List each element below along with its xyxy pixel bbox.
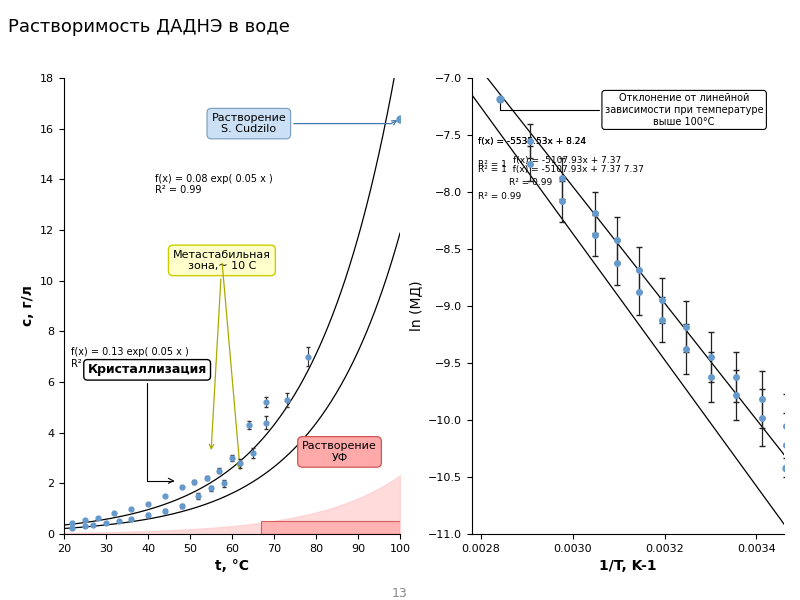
Text: f(x) = -5107.93x + 7.37: f(x) = -5107.93x + 7.37 <box>513 155 621 164</box>
X-axis label: t, °C: t, °C <box>215 559 249 573</box>
Text: Метастабильная
зона,~ 10 С: Метастабильная зона,~ 10 С <box>173 250 271 449</box>
X-axis label: 1/T, K-1: 1/T, K-1 <box>599 559 657 573</box>
Text: f(x) = -5535.53x + 8.24: f(x) = -5535.53x + 8.24 <box>478 137 586 146</box>
Text: R² = 1: R² = 1 <box>478 160 507 169</box>
Text: 13: 13 <box>392 587 408 600</box>
Text: f(x) = -5535.53x + 8.24: f(x) = -5535.53x + 8.24 <box>478 137 586 146</box>
Text: R² = 0.99: R² = 0.99 <box>510 178 553 187</box>
Text: Растворение
УФ: Растворение УФ <box>302 441 377 463</box>
Text: Отклонение от линейной
зависимости при температуре
ниже 30°С: Отклонение от линейной зависимости при т… <box>0 599 1 600</box>
Polygon shape <box>262 521 400 534</box>
Text: R² = 1  f(x) = -5107.93x + 7.37 7.37: R² = 1 f(x) = -5107.93x + 7.37 7.37 <box>478 164 644 173</box>
Text: f(x) = 0.13 exp( 0.05 x )
R² = 1: f(x) = 0.13 exp( 0.05 x ) R² = 1 <box>70 347 189 368</box>
Text: Отклонение от линейной
зависимости при температуре
выше 100°С: Отклонение от линейной зависимости при т… <box>500 94 763 127</box>
Text: f(x) = 0.08 exp( 0.05 x )
R² = 0.99: f(x) = 0.08 exp( 0.05 x ) R² = 0.99 <box>154 174 273 196</box>
Text: R² = 0.99: R² = 0.99 <box>478 192 522 201</box>
Text: Кристаллизация: Кристаллизация <box>87 364 206 484</box>
Y-axis label: с, г/л: с, г/л <box>21 286 34 326</box>
Text: Растворение
S. Cudzilo: Растворение S. Cudzilo <box>211 113 396 134</box>
Text: Растворимость ДАДНЭ в воде: Растворимость ДАДНЭ в воде <box>8 18 290 36</box>
Y-axis label: ln (МД): ln (МД) <box>409 281 422 331</box>
